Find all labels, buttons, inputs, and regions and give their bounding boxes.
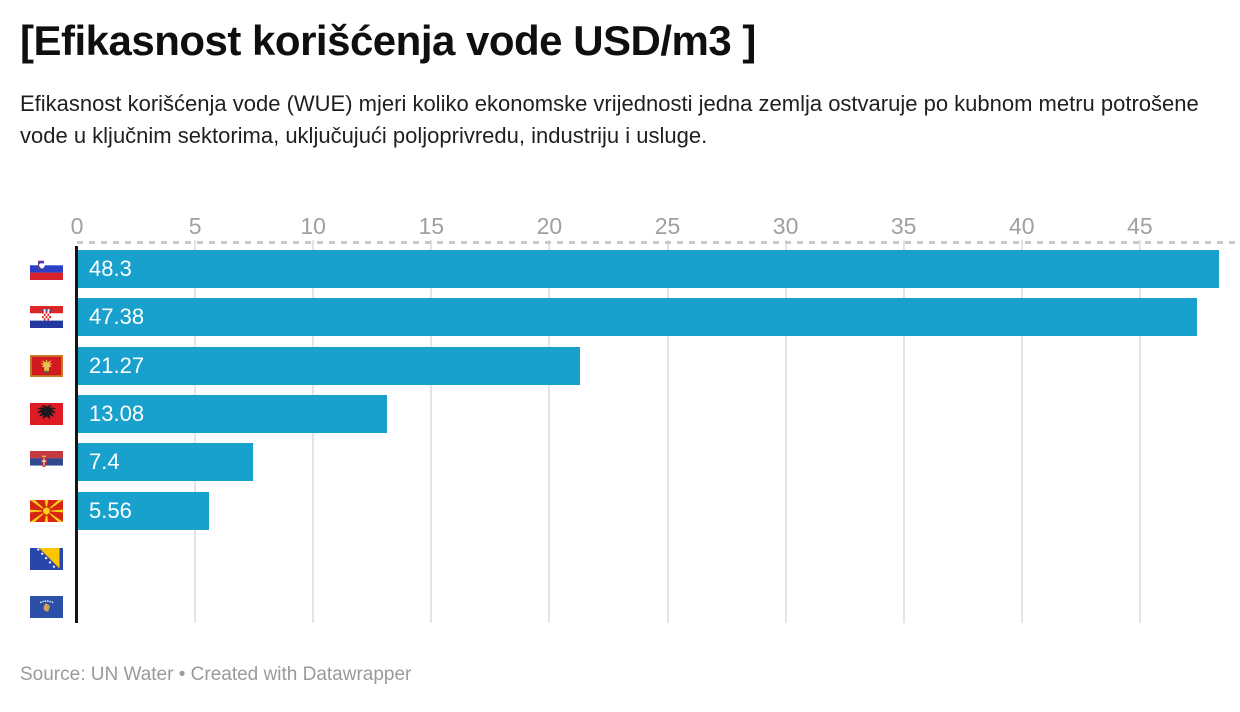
slovenia-flag-icon: [30, 258, 63, 280]
source-attribution: Source: UN Water • Created with Datawrap…: [20, 664, 412, 685]
gridline-30: [784, 240, 787, 623]
x-tick-label-35: 35: [890, 213, 917, 239]
gridline-25: [666, 240, 669, 623]
bar-value-label-albania: 13.08: [89, 400, 145, 426]
chart-description: Efikasnost korišćenja vode (WUE) mjeri k…: [20, 91, 1199, 148]
serbia-flag-icon: [30, 451, 63, 474]
bar-croatia: 47.38: [78, 298, 1198, 337]
gridline-35: [902, 240, 905, 623]
bar-value-label-croatia: 47.38: [89, 304, 145, 330]
bar-value-label-slovenia: 48.3: [89, 256, 132, 281]
bar-albania: 13.08: [78, 394, 387, 433]
bar-value-label-montenegro: 21.27: [89, 352, 145, 378]
x-tick-label-30: 30: [772, 213, 799, 239]
bar-montenegro: 21.27: [78, 346, 581, 385]
x-axis-zero-line: [75, 246, 78, 623]
axis-top-dashed-line: [77, 241, 1240, 244]
bar-slovenia: 48.3: [78, 250, 1219, 288]
gridline-15: [430, 240, 433, 623]
bar-serbia: 7.4: [78, 443, 253, 482]
gridline-40: [1020, 240, 1023, 623]
bar-north-macedonia: 5.56: [78, 491, 210, 530]
kosovo-flag-icon: [30, 596, 63, 619]
bar-value-label-north-macedonia: 5.56: [89, 497, 132, 523]
x-tick-label-45: 45: [1127, 213, 1153, 239]
x-tick-label-40: 40: [1009, 213, 1035, 239]
chart-title: [Efikasnost korišćenja vode USD/m3 ]: [20, 17, 756, 64]
x-tick-label-25: 25: [654, 213, 681, 239]
croatia-flag-icon: [30, 306, 63, 329]
gridline-45: [1138, 240, 1141, 623]
albania-flag-icon: [30, 402, 63, 425]
bosnia-herzegovina-flag-icon: [30, 547, 63, 570]
x-tick-label-0: 0: [70, 213, 84, 239]
x-tick-label-10: 10: [300, 213, 326, 239]
x-tick-label-5: 5: [188, 213, 202, 239]
bar-value-label-serbia: 7.4: [89, 449, 120, 475]
x-tick-label-20: 20: [536, 213, 563, 239]
x-tick-label-15: 15: [418, 213, 445, 239]
montenegro-flag-icon: [30, 354, 63, 377]
gridline-20: [548, 240, 551, 623]
north-macedonia-flag-icon: [30, 499, 63, 522]
